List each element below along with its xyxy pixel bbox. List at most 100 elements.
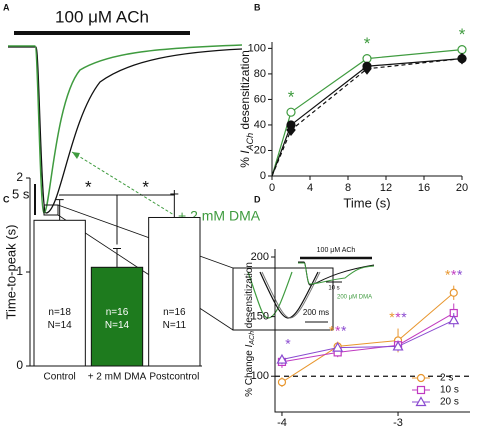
x-tick-label: 0 [269, 182, 275, 194]
marker [286, 107, 296, 117]
significance-bracket [116, 189, 175, 245]
annotation: 200 ms [303, 308, 329, 317]
y-axis-label-part: ACh [245, 133, 255, 152]
zoom-line [57, 204, 234, 269]
series-line [281, 312, 455, 363]
inset-annotation: 10 s [328, 286, 339, 292]
marker [457, 45, 467, 55]
y-axis-label-part: ACh [249, 331, 256, 346]
x-tick-label: + 2 mM DMA [88, 372, 147, 383]
significance: * [445, 266, 451, 282]
significance: * [285, 335, 291, 351]
marker [362, 53, 372, 64]
annotation: 5 s [12, 186, 30, 201]
y-tick-label: 150 [251, 311, 269, 323]
marker [332, 341, 344, 352]
y-axis-label-part: I [238, 150, 252, 154]
x-tick-label: Control [44, 372, 76, 383]
bar-inner-label: N=14 [105, 320, 130, 331]
series-line [281, 292, 455, 383]
panel-a: A 100 μM ACh + 2 mM DMA 5 s 200 ms [3, 2, 334, 331]
y-axis-label: % Change IACh desensitization [244, 262, 257, 397]
bar-inner-label: N=11 [163, 320, 187, 331]
x-tick-label: -3 [393, 417, 403, 429]
marker [457, 52, 467, 65]
significance: * [401, 309, 407, 325]
inset-trace [247, 271, 293, 319]
y-axis-label-part: desensitization [244, 262, 255, 331]
marker [286, 124, 296, 137]
axes [274, 249, 470, 413]
y-axis-label: Time-to-peak (s) [3, 225, 18, 320]
significance: * [341, 322, 347, 338]
series-line [281, 319, 454, 361]
y-tick-label: 0 [16, 358, 23, 372]
y-tick-label: 200 [251, 251, 269, 263]
significance: * [335, 322, 341, 338]
marker [277, 378, 287, 387]
inset-trace [261, 271, 321, 319]
significance: * [395, 309, 401, 325]
inset-trace [298, 262, 375, 285]
y-tick-label: 20 [254, 144, 266, 156]
marker [276, 353, 288, 364]
marker [362, 62, 372, 75]
arrow-head [72, 152, 80, 159]
y-tick-label: 40 [254, 119, 266, 131]
legend-marker [415, 396, 427, 407]
bar-inner-label: n=18 [48, 307, 71, 318]
marker [392, 340, 404, 351]
y-tick-label: 1 [16, 264, 23, 278]
bar-inner-label: n=16 [106, 307, 129, 318]
bar [148, 216, 201, 367]
significance: * [288, 88, 295, 107]
significance: * [459, 25, 466, 44]
panel-label: A [3, 2, 10, 12]
legend-label: 2 s [440, 373, 453, 384]
legend-marker [416, 373, 426, 383]
y-axis-label-part: desensitization [238, 50, 252, 133]
x-tick-label: 8 [345, 182, 351, 194]
inset-annotation: 100 μM ACh [317, 247, 356, 254]
series-line [271, 49, 463, 177]
x-tick-label: Postcontrol [149, 372, 199, 383]
inset-annotation: 200 μM DMA [337, 295, 372, 301]
series-line [271, 57, 463, 177]
significance: * [451, 266, 457, 282]
significance: * [457, 266, 463, 282]
x-tick-label: 16 [418, 182, 430, 194]
legend-label: 10 s [440, 385, 459, 396]
y-axis-label-part: % [238, 154, 252, 168]
y-axis-label: % IACh desensitization [238, 50, 255, 168]
marker [449, 288, 458, 297]
bar [33, 219, 86, 367]
y-tick-label: 2 [16, 170, 23, 184]
y-axis-label-part: I [244, 344, 255, 347]
bar [90, 266, 144, 367]
significance: * [142, 177, 149, 196]
legend-label: 20 s [440, 397, 459, 408]
zoom-line [57, 214, 234, 331]
y-tick-label: 100 [248, 42, 266, 54]
y-tick-label: 100 [251, 370, 269, 382]
marker [448, 314, 460, 325]
significance: * [364, 34, 371, 53]
significance: * [389, 309, 395, 325]
significance: * [85, 177, 92, 196]
trace-dma [8, 44, 243, 214]
series-line [271, 57, 463, 177]
panel-label: B [254, 2, 261, 12]
trace-control [8, 46, 243, 214]
legend-marker [416, 385, 426, 395]
y-tick-label: 60 [254, 93, 266, 105]
y-tick-label: 0 [260, 170, 266, 182]
panel-label: D [254, 194, 261, 204]
x-tick-label: 20 [456, 182, 468, 194]
significance: * [329, 322, 335, 338]
annotation: 100 μM ACh [55, 7, 149, 26]
zoom-box [43, 204, 59, 216]
x-tick-label: -4 [277, 417, 287, 429]
x-axis-label: Time (s) [343, 195, 390, 210]
panel-label: C [3, 194, 10, 204]
